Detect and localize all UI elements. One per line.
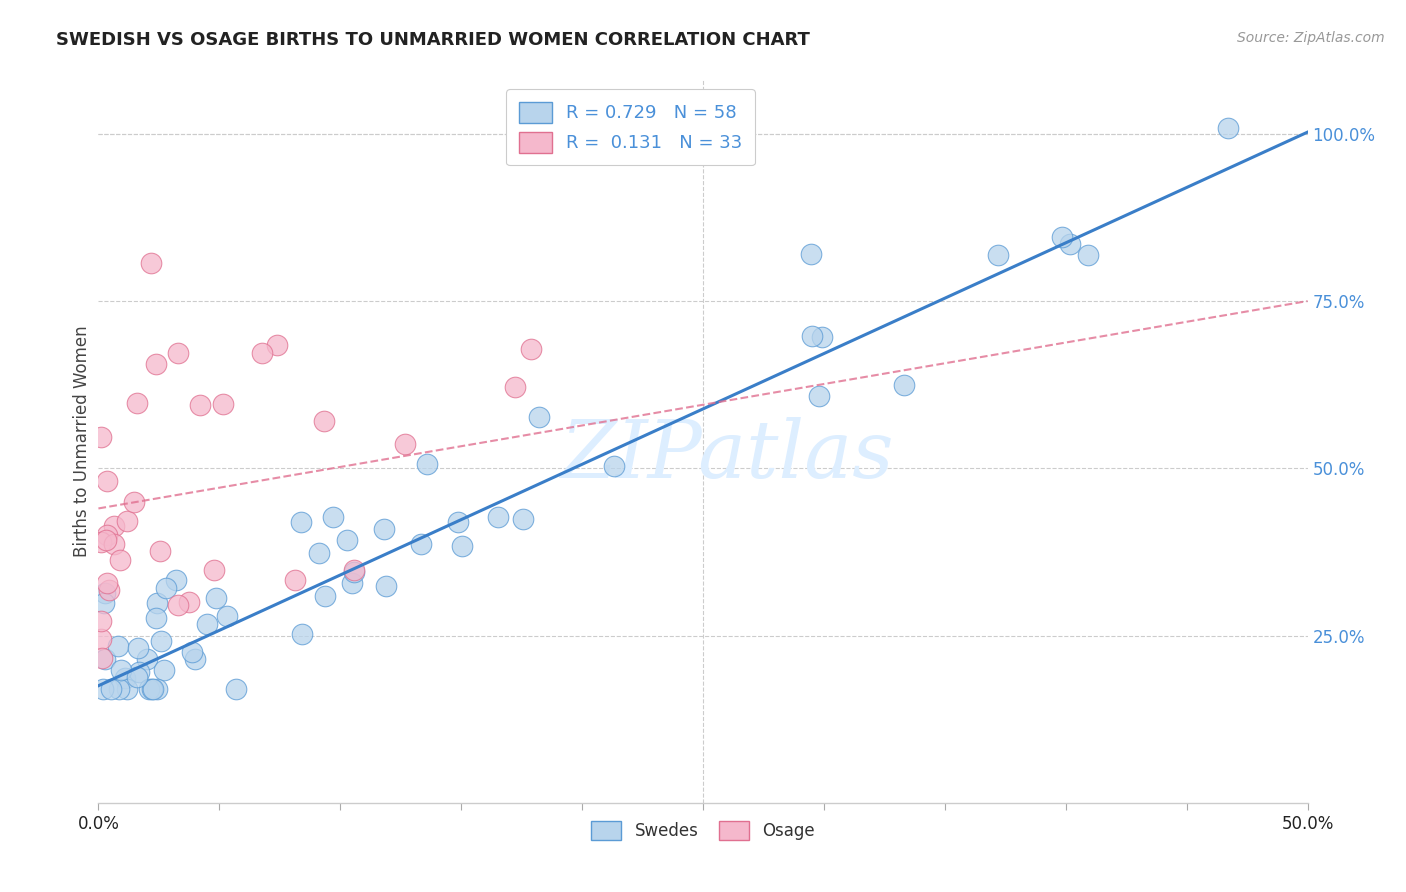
- Point: [520, 342, 543, 356]
- Point: [266, 337, 288, 351]
- Point: [146, 681, 169, 696]
- Point: [90, 632, 112, 647]
- Point: [290, 516, 312, 530]
- Point: [188, 398, 211, 412]
- Point: [1050, 230, 1073, 244]
- Point: [145, 610, 167, 624]
- Point: [94, 586, 117, 600]
- Point: [103, 537, 125, 551]
- Point: [177, 595, 200, 609]
- Point: [211, 397, 233, 411]
- Point: [115, 514, 138, 528]
- Point: [807, 389, 830, 403]
- Point: [138, 681, 160, 696]
- Text: ZIPatlas: ZIPatlas: [561, 417, 894, 495]
- Point: [800, 246, 823, 260]
- Point: [312, 414, 335, 428]
- Point: [153, 663, 176, 677]
- Point: [503, 380, 526, 394]
- Point: [1218, 120, 1240, 135]
- Point: [94, 652, 117, 666]
- Point: [447, 515, 470, 529]
- Point: [108, 552, 131, 566]
- Point: [141, 256, 163, 270]
- Point: [486, 509, 509, 524]
- Point: [215, 609, 238, 624]
- Point: [340, 575, 363, 590]
- Legend: Swedes, Osage: Swedes, Osage: [583, 813, 823, 848]
- Point: [128, 665, 150, 679]
- Point: [167, 598, 190, 612]
- Point: [205, 591, 228, 605]
- Point: [343, 566, 366, 580]
- Point: [146, 596, 169, 610]
- Point: [603, 458, 626, 473]
- Point: [451, 539, 474, 553]
- Point: [165, 573, 187, 587]
- Point: [100, 681, 122, 696]
- Point: [136, 651, 159, 665]
- Point: [284, 573, 307, 587]
- Point: [336, 533, 359, 547]
- Point: [416, 457, 439, 471]
- Point: [529, 410, 551, 425]
- Point: [250, 345, 273, 359]
- Point: [167, 346, 190, 360]
- Point: [124, 495, 146, 509]
- Point: [183, 652, 205, 666]
- Point: [512, 512, 534, 526]
- Point: [893, 377, 915, 392]
- Point: [342, 563, 364, 577]
- Point: [90, 430, 112, 444]
- Point: [96, 474, 118, 488]
- Point: [125, 670, 148, 684]
- Point: [103, 519, 125, 533]
- Text: SWEDISH VS OSAGE BIRTHS TO UNMARRIED WOMEN CORRELATION CHART: SWEDISH VS OSAGE BIRTHS TO UNMARRIED WOM…: [56, 31, 810, 49]
- Point: [394, 437, 416, 451]
- Point: [155, 581, 177, 595]
- Point: [98, 583, 121, 598]
- Point: [373, 523, 395, 537]
- Point: [142, 681, 165, 696]
- Point: [204, 563, 226, 577]
- Point: [225, 681, 247, 696]
- Point: [90, 614, 112, 628]
- Point: [107, 639, 129, 653]
- Point: [314, 589, 336, 603]
- Point: [308, 546, 330, 560]
- Point: [90, 535, 112, 549]
- Point: [145, 357, 167, 371]
- Point: [150, 634, 173, 648]
- Point: [411, 537, 433, 551]
- Point: [127, 641, 149, 656]
- Point: [91, 681, 114, 696]
- Point: [115, 681, 138, 696]
- Text: Source: ZipAtlas.com: Source: ZipAtlas.com: [1237, 31, 1385, 45]
- Point: [291, 627, 314, 641]
- Point: [114, 671, 136, 685]
- Point: [1077, 247, 1099, 261]
- Y-axis label: Births to Unmarried Women: Births to Unmarried Women: [73, 326, 91, 558]
- Point: [1059, 236, 1081, 251]
- Point: [141, 681, 163, 696]
- Point: [96, 533, 118, 547]
- Point: [811, 330, 834, 344]
- Point: [149, 544, 172, 558]
- Point: [110, 664, 132, 678]
- Point: [96, 528, 118, 542]
- Point: [90, 651, 112, 665]
- Point: [125, 396, 148, 410]
- Point: [374, 579, 396, 593]
- Point: [801, 329, 824, 343]
- Point: [195, 617, 218, 632]
- Point: [107, 681, 129, 696]
- Point: [96, 576, 118, 591]
- Point: [987, 248, 1010, 262]
- Point: [93, 597, 115, 611]
- Point: [181, 645, 204, 659]
- Point: [322, 510, 344, 524]
